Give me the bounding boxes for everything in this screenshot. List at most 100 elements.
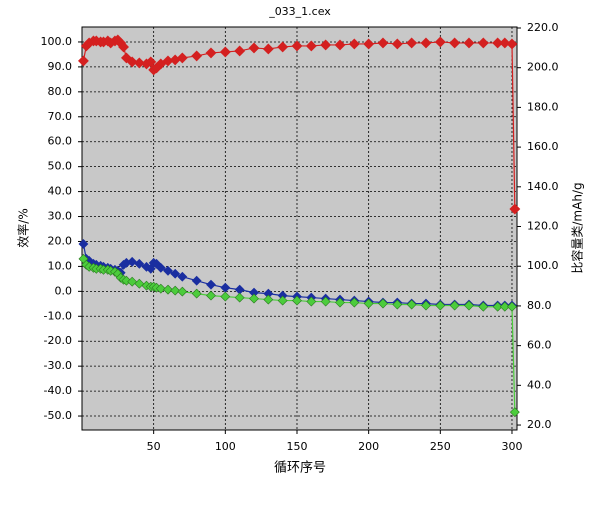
data-point bbox=[134, 278, 145, 289]
data-point bbox=[306, 296, 317, 307]
data-point bbox=[248, 42, 260, 54]
data-point bbox=[177, 271, 188, 282]
y2-tick-label: 60.0 bbox=[527, 339, 552, 352]
data-point bbox=[499, 301, 510, 312]
data-point bbox=[127, 276, 138, 287]
y2-tick-label: 180.0 bbox=[527, 100, 559, 113]
data-point bbox=[435, 300, 446, 311]
data-point bbox=[191, 275, 202, 286]
data-point bbox=[363, 298, 374, 309]
x-tick-label: 250 bbox=[430, 440, 451, 453]
y-tick-label: 10.0 bbox=[48, 259, 73, 272]
data-point bbox=[170, 285, 181, 296]
x-tick-label: 300 bbox=[501, 440, 522, 453]
y2-tick-label: 200.0 bbox=[527, 61, 559, 74]
y-tick-label: 100.0 bbox=[41, 35, 73, 48]
y2-tick-label: 120.0 bbox=[527, 220, 559, 233]
data-point bbox=[477, 37, 489, 49]
data-point bbox=[348, 38, 360, 50]
data-point bbox=[421, 300, 431, 311]
data-point bbox=[449, 300, 460, 311]
y-axis-label: 效率/% bbox=[16, 208, 31, 247]
data-point bbox=[262, 43, 274, 55]
chart-title: _033_1.cex bbox=[268, 5, 331, 18]
data-point bbox=[220, 291, 231, 302]
y-tick-label: -20.0 bbox=[44, 334, 72, 347]
x-tick-label: 150 bbox=[286, 440, 307, 453]
y2-tick-label: 80.0 bbox=[527, 299, 552, 312]
data-point bbox=[509, 203, 521, 215]
data-point bbox=[206, 279, 216, 290]
data-point bbox=[463, 37, 475, 49]
data-point bbox=[133, 57, 145, 69]
data-point bbox=[127, 256, 138, 267]
y2-axis-label: 比容量类/mAh/g bbox=[570, 182, 585, 273]
data-point bbox=[155, 283, 166, 294]
y2-tick-label: 20.0 bbox=[527, 418, 552, 431]
y-tick-label: -50.0 bbox=[44, 409, 72, 422]
data-point bbox=[464, 300, 474, 311]
data-point bbox=[363, 38, 375, 50]
data-point bbox=[234, 45, 246, 57]
x-tick-label: 200 bbox=[358, 440, 379, 453]
data-point bbox=[205, 47, 217, 59]
data-point bbox=[391, 38, 403, 50]
data-point bbox=[249, 293, 259, 304]
data-point bbox=[434, 36, 446, 48]
data-point bbox=[406, 299, 417, 310]
y-tick-label: 90.0 bbox=[48, 60, 73, 73]
y-tick-label: 80.0 bbox=[48, 85, 73, 98]
x-axis-label: 循环序号 bbox=[274, 461, 326, 476]
data-point bbox=[277, 295, 288, 306]
data-point bbox=[191, 50, 203, 62]
data-point bbox=[78, 239, 89, 249]
data-point bbox=[378, 298, 388, 309]
data-point bbox=[334, 39, 346, 51]
data-point bbox=[406, 37, 418, 49]
data-point bbox=[277, 41, 289, 53]
data-point bbox=[292, 295, 302, 306]
x-tick-label: 100 bbox=[215, 440, 236, 453]
y-tick-label: -30.0 bbox=[44, 359, 72, 372]
data-point bbox=[492, 37, 504, 49]
data-point bbox=[507, 301, 517, 312]
data-point bbox=[234, 292, 245, 303]
data-point bbox=[499, 37, 511, 49]
data-point bbox=[145, 56, 157, 68]
data-point bbox=[335, 297, 345, 308]
data-point bbox=[291, 40, 303, 52]
data-point bbox=[126, 56, 138, 68]
y2-tick-label: 40.0 bbox=[527, 378, 552, 391]
data-point bbox=[320, 296, 331, 307]
data-point bbox=[305, 40, 317, 52]
y-tick-label: 20.0 bbox=[48, 234, 73, 247]
data-point bbox=[177, 286, 188, 297]
y-tick-label: 30.0 bbox=[48, 210, 73, 223]
data-point bbox=[377, 37, 389, 49]
y-tick-label: 60.0 bbox=[48, 135, 73, 148]
y-tick-label: -40.0 bbox=[44, 384, 72, 397]
y2-tick-label: 140.0 bbox=[527, 180, 559, 193]
data-point bbox=[206, 290, 216, 301]
data-point bbox=[134, 258, 145, 269]
data-point bbox=[492, 301, 503, 312]
data-point bbox=[320, 39, 332, 51]
data-point bbox=[478, 301, 489, 312]
y-tick-label: 70.0 bbox=[48, 110, 73, 123]
data-point bbox=[170, 268, 181, 279]
data-point bbox=[392, 299, 403, 310]
y-tick-label: -10.0 bbox=[44, 309, 72, 322]
data-point bbox=[191, 288, 202, 299]
y-tick-label: 50.0 bbox=[48, 160, 73, 173]
data-point bbox=[163, 284, 173, 295]
plot-area bbox=[81, 26, 518, 431]
data-point bbox=[263, 294, 274, 305]
data-point bbox=[155, 262, 166, 273]
data-point bbox=[121, 275, 132, 286]
data-point bbox=[78, 55, 89, 67]
data-point bbox=[349, 297, 360, 308]
y-tick-label: 0.0 bbox=[55, 284, 73, 297]
data-point bbox=[509, 407, 520, 418]
data-point bbox=[163, 265, 173, 276]
x-tick-label: 50 bbox=[147, 440, 161, 453]
